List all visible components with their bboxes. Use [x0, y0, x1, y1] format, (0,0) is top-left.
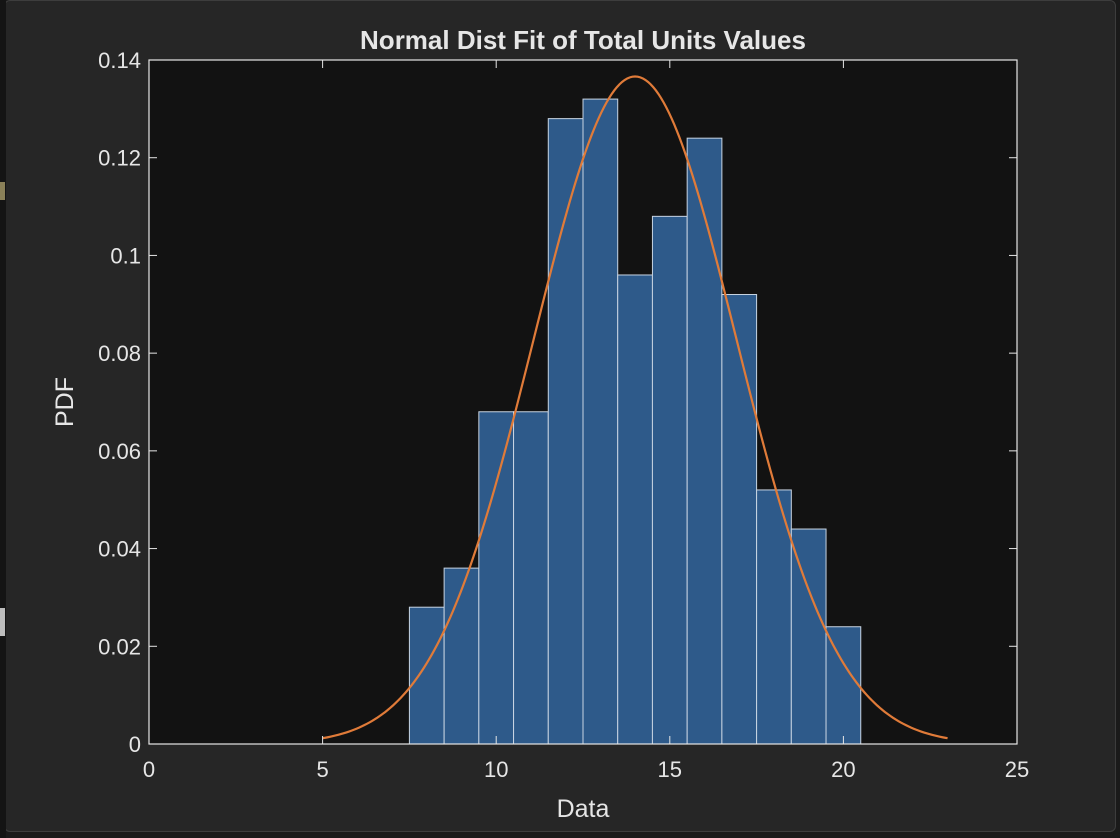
- histogram-bar: [443, 567, 480, 745]
- x-tick-label: 5: [316, 757, 328, 782]
- histogram-bar: [790, 528, 827, 745]
- x-tick-label: 15: [658, 757, 682, 782]
- y-tick-label: 0.08: [98, 341, 141, 366]
- y-tick-label: 0.06: [98, 439, 141, 464]
- normal-fit-line: [322, 75, 948, 740]
- y-tick-label: 0.04: [98, 537, 141, 562]
- y-tick-label: 0.14: [98, 48, 141, 73]
- histogram-bar: [582, 98, 619, 745]
- x-tick-label: 0: [143, 757, 155, 782]
- chart-title: Normal Dist Fit of Total Units Values: [360, 25, 806, 55]
- histogram-bar: [547, 118, 584, 745]
- y-tick-label: 0.1: [110, 243, 141, 268]
- histogram-bar: [651, 215, 688, 745]
- x-tick-label: 10: [484, 757, 508, 782]
- x-tick-labels: 0 5 10 15 20 25: [143, 757, 1029, 782]
- histogram-bar: [617, 274, 653, 745]
- y-tick-labels: 0 0.02 0.04 0.06 0.08 0.1 0.12 0.14: [98, 48, 141, 757]
- histogram-bars: [408, 98, 862, 745]
- y-tick-label: 0.02: [98, 634, 141, 659]
- x-tick-label: 25: [1005, 757, 1029, 782]
- edge-mark: [0, 608, 5, 636]
- y-axis-label: PDF: [51, 377, 79, 427]
- histogram-bar: [721, 294, 758, 745]
- y-tick-label: 0: [129, 732, 141, 757]
- histogram-bar: [686, 137, 723, 745]
- histogram-bar: [756, 489, 792, 745]
- histogram-bar: [478, 411, 515, 745]
- window-edge-strip: [0, 0, 6, 838]
- edge-mark: [0, 182, 5, 200]
- histogram-bar: [513, 411, 549, 745]
- x-axis-label: Data: [557, 795, 610, 823]
- histogram-bar: [825, 626, 862, 745]
- x-tick-label: 20: [831, 757, 855, 782]
- y-tick-label: 0.12: [98, 146, 141, 171]
- histogram-bar: [408, 606, 445, 745]
- axes-frame: [148, 59, 1018, 745]
